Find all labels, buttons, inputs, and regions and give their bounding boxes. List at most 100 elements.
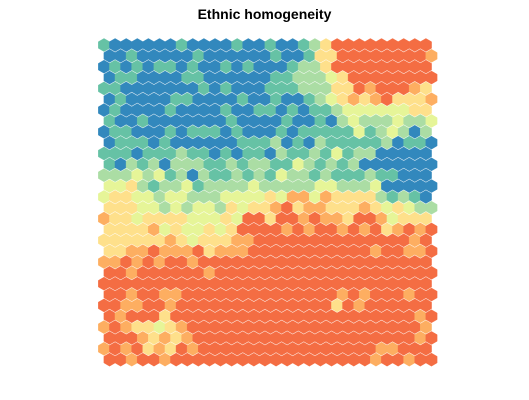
hex-cell bbox=[309, 212, 320, 225]
hex-cell bbox=[343, 60, 354, 73]
hex-cell bbox=[193, 49, 204, 62]
hex-cell bbox=[426, 223, 437, 236]
hex-cell bbox=[154, 234, 165, 247]
hex-cell bbox=[420, 190, 431, 203]
hex-cell bbox=[254, 190, 265, 203]
hex-cell bbox=[415, 223, 426, 236]
hex-cell bbox=[420, 60, 431, 73]
hex-cell bbox=[426, 158, 437, 171]
hex-cell bbox=[121, 190, 132, 203]
hex-cell bbox=[348, 310, 359, 323]
hex-cell bbox=[232, 321, 243, 334]
hex-cell bbox=[237, 310, 248, 323]
hex-cell bbox=[159, 266, 170, 279]
hex-cell bbox=[287, 321, 298, 334]
hex-cell bbox=[293, 223, 304, 236]
hex-cell bbox=[98, 299, 109, 312]
hex-cell bbox=[298, 60, 309, 73]
hex-cell bbox=[154, 255, 165, 268]
hex-cell bbox=[226, 114, 237, 127]
hex-cell bbox=[276, 321, 287, 334]
hex-cell bbox=[121, 82, 132, 95]
hex-cell bbox=[176, 82, 187, 95]
hex-cell bbox=[254, 234, 265, 247]
hex-cell bbox=[276, 38, 287, 51]
hex-cell bbox=[165, 190, 176, 203]
hex-cell bbox=[198, 190, 209, 203]
hex-cell bbox=[337, 114, 348, 127]
hex-cell bbox=[187, 342, 198, 355]
hex-cell bbox=[370, 288, 381, 301]
hex-cell bbox=[320, 212, 331, 225]
hex-cell bbox=[270, 353, 281, 366]
hex-cell bbox=[348, 353, 359, 366]
hex-cell bbox=[331, 104, 342, 117]
hex-cell bbox=[154, 342, 165, 355]
hex-cell bbox=[159, 93, 170, 106]
hex-cell bbox=[143, 234, 154, 247]
hex-cell bbox=[198, 82, 209, 95]
hex-cell bbox=[293, 180, 304, 193]
hex-cell bbox=[265, 255, 276, 268]
hex-cell bbox=[115, 353, 126, 366]
hex-cell bbox=[398, 277, 409, 290]
hex-cell bbox=[98, 277, 109, 290]
hex-cell bbox=[409, 104, 420, 117]
hex-cell bbox=[215, 353, 226, 366]
hex-cell bbox=[193, 353, 204, 366]
hex-cell bbox=[237, 331, 248, 344]
hex-cell bbox=[387, 342, 398, 355]
hex-cell bbox=[215, 93, 226, 106]
hex-cell bbox=[232, 38, 243, 51]
hex-cell bbox=[398, 190, 409, 203]
hex-cell bbox=[204, 180, 215, 193]
hex-cell bbox=[104, 310, 115, 323]
hex-cell bbox=[159, 136, 170, 149]
hex-cell bbox=[398, 234, 409, 247]
hex-cell bbox=[309, 255, 320, 268]
hex-cell bbox=[287, 125, 298, 138]
hex-cell bbox=[420, 147, 431, 160]
hex-cell bbox=[243, 255, 254, 268]
hex-cell bbox=[381, 180, 392, 193]
hex-cell bbox=[404, 114, 415, 127]
hex-cell bbox=[104, 49, 115, 62]
hex-cell bbox=[209, 125, 220, 138]
hex-cell bbox=[109, 299, 120, 312]
hex-cell bbox=[298, 212, 309, 225]
hex-cell bbox=[426, 136, 437, 149]
hex-cell bbox=[232, 190, 243, 203]
hex-cell bbox=[326, 180, 337, 193]
hex-cell bbox=[420, 255, 431, 268]
hex-cell bbox=[426, 93, 437, 106]
hex-cell bbox=[215, 223, 226, 236]
hex-cell bbox=[226, 158, 237, 171]
hex-cell bbox=[343, 234, 354, 247]
hex-cell bbox=[281, 180, 292, 193]
hex-cell bbox=[148, 331, 159, 344]
hex-cell bbox=[193, 114, 204, 127]
hex-cell bbox=[193, 266, 204, 279]
hex-cell bbox=[226, 310, 237, 323]
hex-cell bbox=[381, 114, 392, 127]
hex-cell bbox=[337, 288, 348, 301]
hex-cell bbox=[287, 255, 298, 268]
hex-cell bbox=[226, 266, 237, 279]
hex-cell bbox=[348, 180, 359, 193]
hex-cell bbox=[337, 93, 348, 106]
hex-cell bbox=[215, 288, 226, 301]
hex-cell bbox=[287, 212, 298, 225]
hex-cell bbox=[398, 169, 409, 182]
hex-cell bbox=[193, 310, 204, 323]
hex-cell bbox=[420, 321, 431, 334]
hex-cell bbox=[404, 180, 415, 193]
hex-cell bbox=[220, 277, 231, 290]
hex-cell bbox=[315, 49, 326, 62]
hex-cell bbox=[109, 212, 120, 225]
hex-cell bbox=[309, 38, 320, 51]
hex-cell bbox=[132, 234, 143, 247]
hex-cell bbox=[165, 299, 176, 312]
hex-cell bbox=[320, 321, 331, 334]
hex-cell bbox=[398, 321, 409, 334]
hex-cell bbox=[193, 245, 204, 258]
